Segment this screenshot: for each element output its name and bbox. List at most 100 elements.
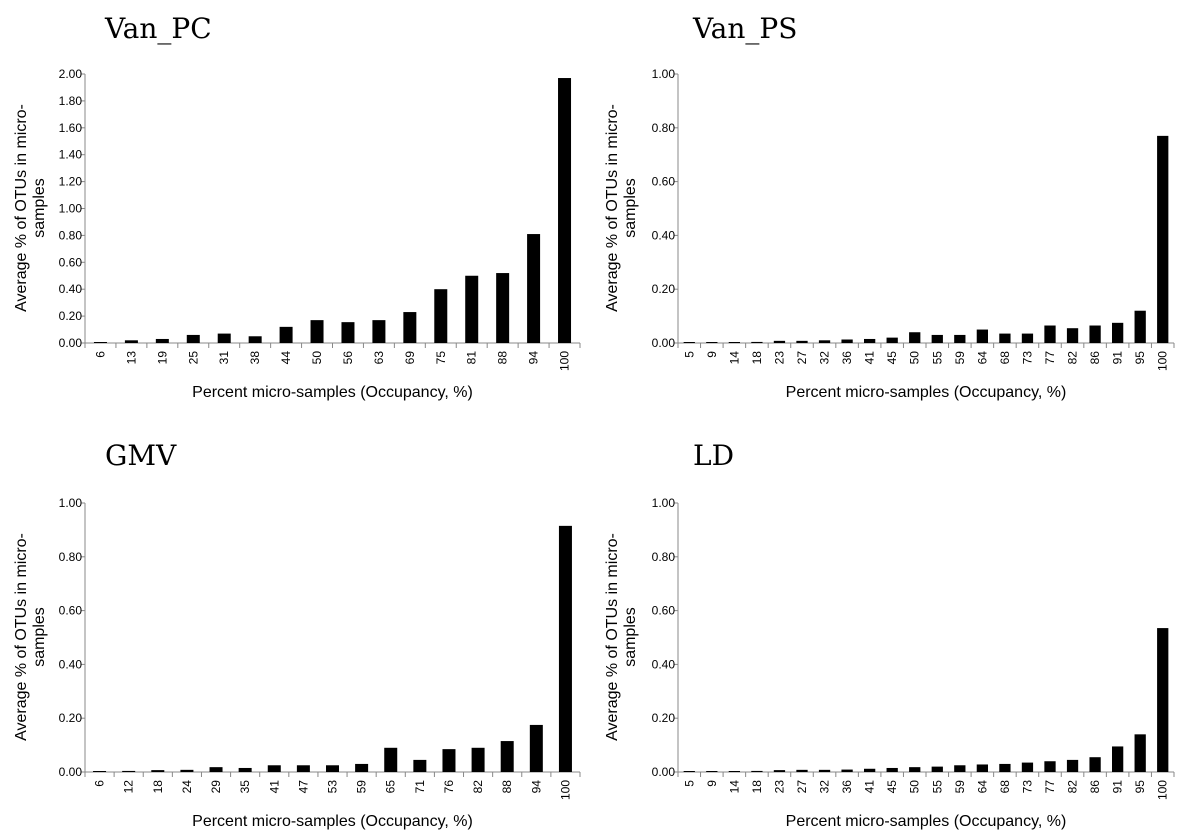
gmv-bar [122, 770, 136, 772]
van-pc-x-category-label: 19 [155, 351, 169, 365]
ld-bar [1112, 746, 1124, 772]
ld-x-category-label: 18 [750, 780, 764, 794]
ld-x-category-label: 36 [840, 780, 854, 794]
ld-chart-title: LD [693, 439, 734, 472]
ld-bar [1066, 759, 1079, 772]
van-pc-bar [310, 320, 324, 343]
van-ps-bar [864, 338, 876, 343]
gmv-chart-title: GMV [105, 439, 177, 472]
gmv-x-category-label: 65 [384, 780, 398, 794]
van-ps-x-category-label: 59 [953, 351, 967, 365]
gmv-bar [500, 741, 514, 772]
gmv-x-category-label: 12 [122, 780, 136, 794]
van-ps-bar [1089, 325, 1101, 343]
van-ps-bar [751, 341, 763, 343]
van-ps-x-category-label: 100 [1156, 351, 1170, 371]
gmv-x-category-label: 29 [209, 780, 223, 794]
gmv-bar [355, 763, 369, 772]
van-pc-x-category-label: 81 [465, 351, 479, 365]
van-ps-x-category-label: 73 [1020, 351, 1034, 365]
van-ps-x-category-label: 36 [840, 351, 854, 365]
ld-bar [1157, 628, 1169, 772]
van-pc-y-tick-label: 0.20 [59, 309, 83, 323]
van-ps-chart-title: Van_PS [692, 12, 797, 45]
ld-bar [751, 770, 763, 772]
ld-bar [683, 771, 695, 772]
ld-bar [909, 767, 921, 772]
gmv-y-tick-label: 0.40 [59, 657, 83, 671]
ld-x-category-label: 23 [772, 780, 786, 794]
van-pc-y-tick-label: 1.00 [59, 202, 83, 216]
gmv-bar [180, 769, 194, 772]
van-pc-x-category-label: 31 [217, 351, 231, 365]
ld-bar [818, 769, 831, 772]
ld-y-tick-label: 0.00 [652, 765, 676, 779]
gmv-x-category-label: 94 [529, 780, 543, 794]
gmv-x-category-label: 88 [500, 780, 514, 794]
van-ps-y-axis-label: samples [622, 178, 639, 238]
van-pc-y-tick-label: 2.00 [59, 67, 83, 81]
gmv-bar [413, 759, 427, 772]
ld-x-axis-label: Percent micro-samples (Occupancy, %) [786, 813, 1067, 830]
ld-x-category-label: 14 [727, 780, 741, 794]
van-ps-x-category-label: 86 [1088, 351, 1102, 365]
gmv-x-category-label: 76 [442, 780, 456, 794]
gmv-y-tick-label: 0.60 [59, 604, 83, 618]
ld-x-category-label: 77 [1043, 780, 1057, 794]
ld-y-tick-label: 0.80 [652, 550, 676, 564]
van-pc-bar [341, 322, 355, 343]
gmv-x-category-label: 71 [413, 780, 427, 794]
ld-y-tick-label: 0.20 [652, 711, 676, 725]
ld-y-tick-label: 0.60 [652, 604, 676, 618]
van-ps-bar [796, 340, 808, 343]
van-ps-x-category-label: 45 [885, 351, 899, 365]
van-pc-chart-title: Van_PC [104, 12, 212, 45]
van-pc-bar [124, 340, 138, 343]
gmv-bar [267, 765, 281, 772]
van-ps-x-category-label: 50 [908, 351, 922, 365]
gmv-y-tick-label: 1.00 [59, 496, 83, 510]
van-ps-bar [706, 342, 718, 343]
van-pc-y-tick-label: 1.40 [59, 148, 83, 162]
gmv-bar [209, 767, 223, 772]
ld-x-category-label: 50 [908, 780, 922, 794]
gmv-x-category-label: 53 [326, 780, 340, 794]
van-ps-x-category-label: 27 [795, 351, 809, 365]
van-ps-x-category-label: 68 [998, 351, 1012, 365]
van-ps-bar [954, 334, 966, 343]
ld-bar [976, 764, 988, 772]
ld-bar [886, 767, 898, 772]
ld-x-category-label: 5 [682, 780, 696, 787]
van-ps-bar [818, 340, 831, 343]
ld-bar [728, 771, 740, 772]
ld-x-category-label: 91 [1111, 780, 1125, 794]
van-pc-x-axis-label: Percent micro-samples (Occupancy, %) [192, 384, 473, 401]
gmv-bar [151, 770, 165, 772]
gmv-y-tick-label: 0.20 [59, 711, 83, 725]
van-ps-bar [1157, 135, 1169, 343]
van-ps-x-category-label: 23 [772, 351, 786, 365]
van-pc-bar [93, 342, 107, 343]
van-pc-x-category-label: 100 [558, 351, 572, 371]
van-pc-bar [372, 320, 386, 343]
gmv-bar [558, 525, 572, 772]
van-pc-y-tick-label: 1.60 [59, 121, 83, 135]
gmv-bar [296, 765, 310, 772]
van-ps-bar [1112, 322, 1124, 343]
van-ps-x-category-label: 91 [1111, 351, 1125, 365]
van-pc-bar [465, 275, 479, 343]
van-pc-x-category-label: 13 [124, 351, 138, 365]
van-pc-x-category-label: 63 [372, 351, 386, 365]
gmv-bar [529, 724, 543, 772]
van-ps-bar [841, 339, 853, 343]
ld-y-axis-label: samples [622, 607, 639, 667]
ld-bar [1089, 757, 1101, 772]
van-ps-y-tick-label: 0.40 [652, 228, 676, 242]
van-pc-y-tick-label: 0.00 [59, 336, 83, 350]
van-pc-x-category-label: 6 [93, 351, 107, 358]
ld-x-category-label: 73 [1020, 780, 1034, 794]
van-pc-y-tick-label: 0.40 [59, 282, 83, 296]
van-ps-bar [999, 333, 1011, 343]
